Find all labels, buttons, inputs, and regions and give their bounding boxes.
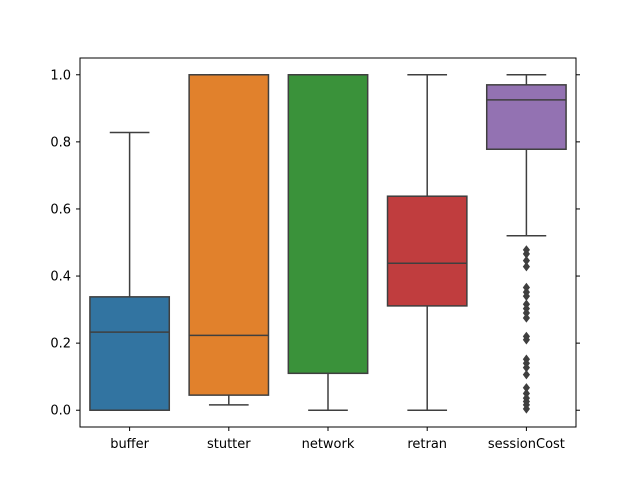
box-stutter — [188, 74, 270, 396]
box-group-buffer — [89, 131, 171, 411]
outlier-sessionCost — [522, 404, 530, 414]
box-retran — [386, 195, 468, 307]
x-tick-label-retran: retran — [407, 437, 447, 452]
x-tick-label-network: network — [302, 437, 355, 452]
outlier-sessionCost — [522, 261, 530, 272]
outlier-sessionCost — [522, 308, 530, 318]
y-tick-label: 0.6 — [50, 202, 71, 217]
box-group-retran — [386, 74, 468, 411]
box-network — [287, 74, 369, 375]
outlier-sessionCost — [522, 383, 530, 393]
y-tick-label: 0.8 — [50, 135, 71, 150]
box-group-stutter — [188, 74, 270, 406]
box-buffer — [89, 296, 171, 411]
outlier-sessionCost — [522, 291, 530, 301]
outlier-sessionCost — [522, 255, 530, 266]
outlier-sessionCost — [522, 282, 530, 293]
outlier-sessionCost — [522, 388, 530, 399]
x-tick-label-buffer: buffer — [110, 437, 149, 452]
x-tick-label-stutter: stutter — [207, 437, 251, 452]
outlier-sessionCost — [522, 369, 530, 380]
y-tick-label: 0.2 — [50, 337, 71, 352]
x-tick-label-sessionCost: sessionCost — [488, 437, 565, 452]
outlier-sessionCost — [522, 335, 530, 345]
y-tick-label: 0.4 — [50, 270, 71, 285]
outlier-sessionCost — [522, 362, 530, 373]
outlier-sessionCost — [522, 313, 530, 323]
y-tick-label: 0.0 — [50, 404, 71, 419]
box-group-sessionCost — [485, 74, 567, 414]
box-group-network — [287, 74, 369, 411]
outlier-sessionCost — [522, 249, 530, 259]
box-sessionCost — [485, 84, 567, 150]
y-tick-label: 1.0 — [50, 68, 71, 83]
